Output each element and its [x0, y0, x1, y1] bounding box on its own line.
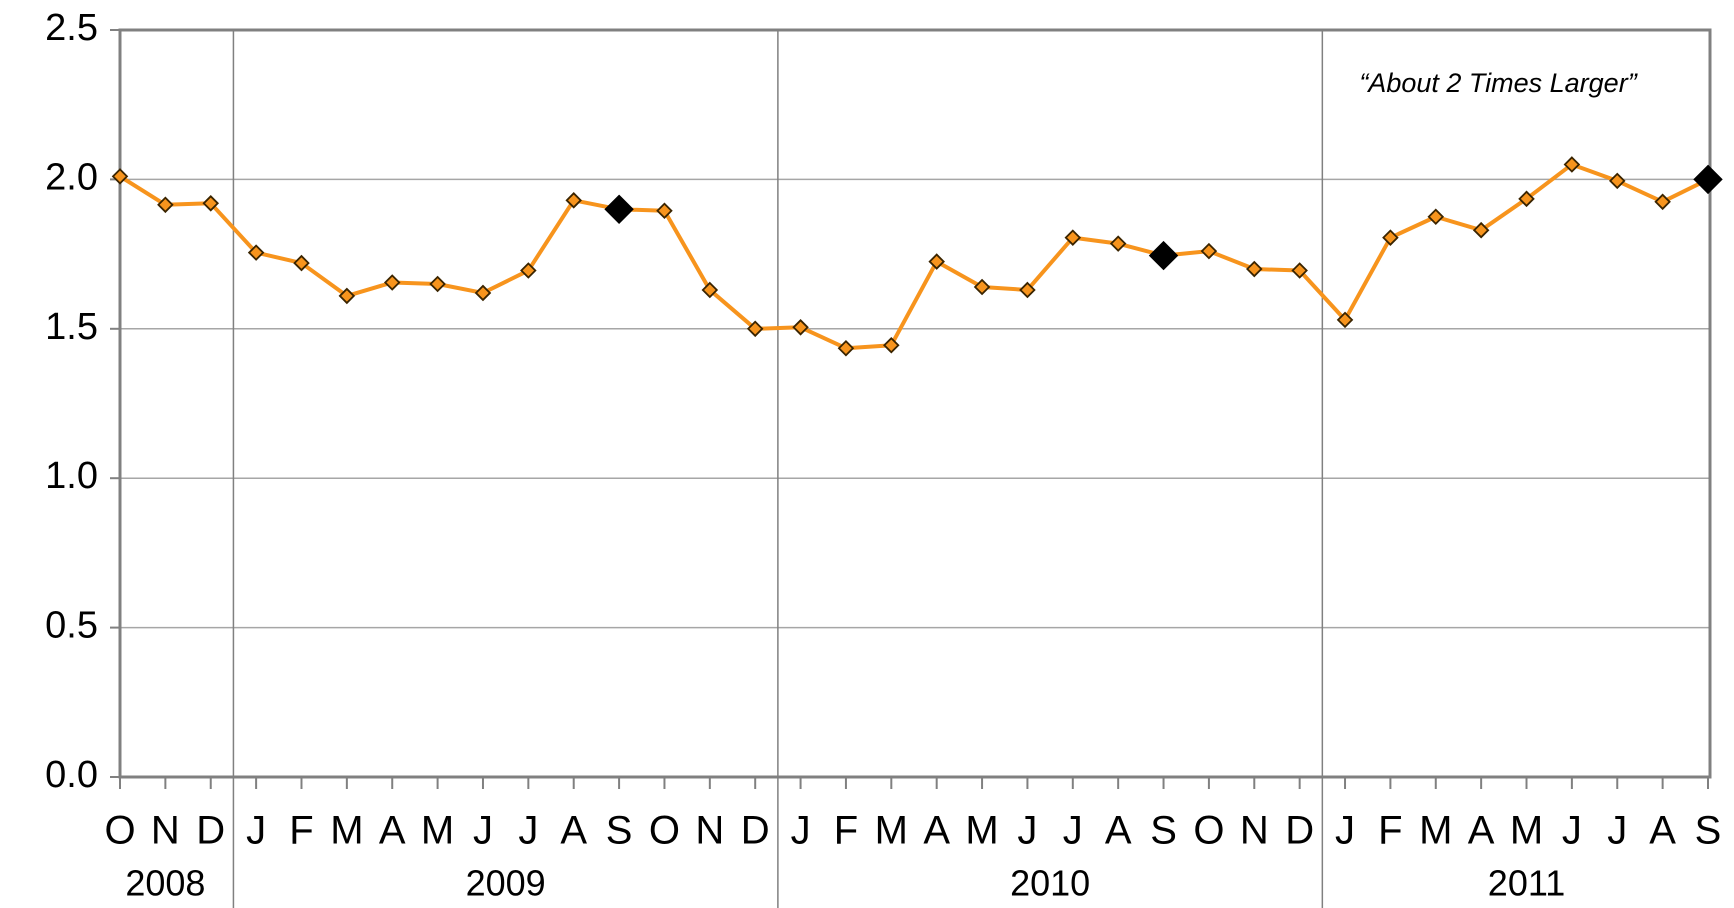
data-marker [1472, 221, 1490, 239]
x-tick-label: J [1063, 809, 1083, 853]
x-tick-label: D [1285, 809, 1314, 853]
x-tick-label: A [1649, 809, 1676, 853]
highlight-marker [1148, 240, 1179, 271]
x-tick-label: S [606, 809, 633, 853]
x-tick-label: N [151, 809, 180, 853]
data-marker [293, 254, 310, 272]
data-marker [338, 287, 356, 305]
x-tick-label: J [246, 809, 266, 853]
y-tick-label: 0.0 [45, 754, 98, 796]
data-marker [1336, 311, 1354, 329]
x-tick-label: O [104, 809, 135, 853]
data-marker [837, 339, 855, 357]
year-label: 2011 [1488, 863, 1565, 904]
data-marker [520, 262, 537, 279]
data-marker [883, 336, 900, 354]
x-tick-label: M [965, 809, 998, 853]
x-tick-label: J [473, 809, 493, 853]
data-marker [157, 196, 174, 214]
x-tick-label: F [289, 809, 313, 853]
data-marker [746, 320, 764, 338]
highlight-marker [1693, 164, 1723, 195]
data-marker [1518, 190, 1535, 208]
x-tick-label: J [1562, 809, 1582, 853]
x-tick-label: M [875, 809, 908, 853]
data-marker [1200, 242, 1218, 260]
data-marker [1382, 229, 1399, 246]
data-marker [973, 278, 991, 296]
annotation: “About 2 Times Larger” [1359, 68, 1637, 98]
data-marker [928, 253, 945, 270]
x-tick-label: M [1510, 809, 1543, 853]
data-marker [701, 281, 719, 299]
data-marker [792, 319, 809, 336]
data-marker [1427, 208, 1445, 226]
data-marker [1064, 229, 1082, 246]
x-tick-label: F [1378, 809, 1402, 853]
data-marker [1246, 260, 1263, 278]
x-tick-label: M [421, 809, 454, 853]
x-tick-label: D [196, 809, 225, 853]
x-tick-label: N [1240, 809, 1269, 853]
data-marker [1291, 262, 1308, 279]
x-tick-label: J [1017, 809, 1037, 853]
y-tick-label: 2.0 [45, 156, 98, 198]
x-tick-label: J [1335, 809, 1355, 853]
data-marker [1654, 193, 1671, 211]
data-marker [1608, 172, 1626, 190]
data-marker [565, 192, 582, 209]
x-tick-label: J [791, 809, 811, 853]
x-tick-label: A [560, 809, 587, 853]
highlight-marker [604, 194, 634, 224]
x-tick-label: F [834, 809, 858, 853]
x-tick-label: O [649, 809, 680, 853]
x-tick-label: J [1607, 809, 1627, 853]
x-tick-label: O [1193, 809, 1224, 853]
plot-frame [118, 28, 1712, 779]
year-label: 2010 [1010, 863, 1090, 904]
year-label: 2008 [125, 863, 205, 904]
data-marker [202, 195, 220, 212]
x-tick-label: M [1419, 809, 1452, 853]
data-marker [1109, 235, 1127, 252]
data-line [118, 162, 1709, 351]
y-tick-label: 2.5 [45, 7, 98, 49]
data-marker [247, 244, 265, 261]
x-tick-label: A [923, 809, 950, 853]
x-tick-label: S [1695, 809, 1722, 853]
x-tick-label: A [1468, 809, 1495, 853]
x-tick-label: M [330, 809, 363, 853]
x-tick-label: S [1150, 809, 1177, 853]
x-tick-label: A [1105, 809, 1132, 853]
data-marker [474, 284, 492, 302]
y-tick-label: 1.0 [45, 455, 98, 497]
x-tick-label: D [741, 809, 770, 853]
x-tick-label: A [379, 809, 406, 853]
data-marker [111, 168, 129, 185]
y-tick-label: 1.5 [45, 306, 98, 348]
data-marker [429, 275, 446, 293]
data-marker [1019, 281, 1036, 299]
y-tick-label: 0.5 [45, 605, 98, 647]
year-label: 2009 [466, 863, 546, 904]
data-marker [656, 202, 673, 220]
x-tick-label: N [695, 809, 724, 853]
data-marker [1563, 156, 1581, 173]
data-marker [383, 274, 401, 291]
x-tick-label: J [518, 809, 538, 853]
